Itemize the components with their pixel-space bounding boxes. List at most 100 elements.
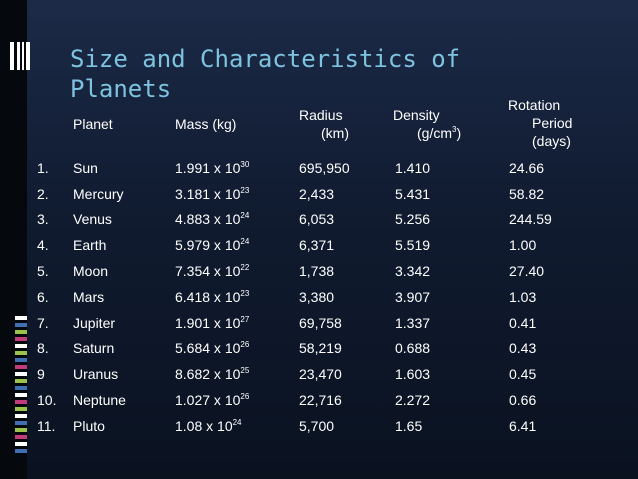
planet-name: Mars bbox=[73, 288, 105, 305]
mass-exponent: 30 bbox=[240, 159, 250, 169]
mass-base: 1.901 x 10 bbox=[175, 314, 241, 331]
mass-base: 5.684 x 10 bbox=[175, 340, 241, 357]
row-number: 11. bbox=[37, 417, 56, 434]
density-value: 0.688 bbox=[395, 340, 431, 357]
density-value: 3.342 bbox=[395, 263, 431, 280]
density-value: 3.907 bbox=[395, 288, 431, 305]
radius-value: 58,219 bbox=[299, 340, 342, 357]
density-value: 1.337 bbox=[395, 314, 431, 331]
header-radius-line1: Radius bbox=[299, 107, 343, 123]
rotation-value: 0.41 bbox=[509, 314, 537, 331]
table-row: 6. Mars 6.418 x 1023 3,380 3.907 1.03 bbox=[37, 284, 589, 310]
radius-value: 6,371 bbox=[299, 237, 335, 254]
rotation-value: 244.59 bbox=[509, 211, 552, 228]
mass-exponent: 26 bbox=[240, 392, 250, 402]
table-row: 10. Neptune 1.027 x 1026 22,716 2.272 0.66 bbox=[37, 387, 589, 413]
density-value: 5.519 bbox=[395, 237, 431, 254]
planet-name: Saturn bbox=[73, 340, 115, 357]
mass-base: 8.682 x 10 bbox=[175, 366, 241, 383]
row-number: 2. bbox=[37, 185, 49, 202]
mass-value: 1.991 x 1030 bbox=[175, 155, 299, 181]
mass-value: 7.354 x 1022 bbox=[175, 258, 299, 284]
radius-value: 3,380 bbox=[299, 288, 335, 305]
planet-name: Neptune bbox=[73, 392, 126, 409]
table-row: 7. Jupiter 1.901 x 1027 69,758 1.337 0.41 bbox=[37, 310, 589, 336]
planet-name: Moon bbox=[73, 263, 109, 280]
rail-color-marks bbox=[15, 316, 27, 456]
header-density-line2: (g/cm3) bbox=[417, 125, 462, 141]
mass-value: 5.979 x 1024 bbox=[175, 232, 299, 258]
header-rotation-line3: (days) bbox=[532, 133, 571, 149]
mass-exponent: 23 bbox=[240, 185, 250, 195]
mass-base: 4.883 x 10 bbox=[175, 211, 241, 228]
row-number: 10. bbox=[37, 392, 57, 409]
rotation-value: 1.00 bbox=[509, 237, 537, 254]
header-rotation-line2: Period bbox=[532, 115, 573, 131]
mass-base: 1.991 x 10 bbox=[175, 159, 241, 176]
header-density-line1: Density bbox=[393, 107, 440, 123]
mass-base: 1.027 x 10 bbox=[175, 392, 241, 409]
header-mass: Mass (kg) bbox=[175, 116, 237, 132]
mass-exponent: 26 bbox=[240, 340, 250, 350]
row-number: 3. bbox=[37, 211, 49, 228]
table-row: 5. Moon 7.354 x 1022 1,738 3.342 27.40 bbox=[37, 258, 589, 284]
planet-name: Mercury bbox=[73, 185, 124, 202]
rotation-value: 6.41 bbox=[509, 417, 537, 434]
radius-value: 22,716 bbox=[299, 392, 342, 409]
mass-base: 3.181 x 10 bbox=[175, 185, 241, 202]
header-radius-line2: (km) bbox=[321, 125, 349, 141]
rotation-value: 0.43 bbox=[509, 340, 537, 357]
mass-exponent: 24 bbox=[232, 417, 242, 427]
mass-base: 7.354 x 10 bbox=[175, 263, 241, 280]
density-value: 1.65 bbox=[395, 417, 423, 434]
rotation-value: 0.66 bbox=[509, 392, 537, 409]
radius-value: 5,700 bbox=[299, 417, 335, 434]
table-row: 3. Venus 4.883 x 1024 6,053 5.256 244.59 bbox=[37, 207, 589, 233]
header-planet: Planet bbox=[73, 116, 113, 132]
radius-value: 23,470 bbox=[299, 366, 342, 383]
mass-value: 4.883 x 1024 bbox=[175, 207, 299, 233]
table-row: 1. Sun 1.991 x 1030 695,950 1.410 24.66 bbox=[37, 155, 589, 181]
header-radius: Radius (km) bbox=[299, 106, 349, 142]
rotation-value: 24.66 bbox=[509, 159, 545, 176]
density-value: 1.603 bbox=[395, 366, 431, 383]
mass-base: 1.08 x 10 bbox=[175, 417, 233, 434]
planet-name: Earth bbox=[73, 237, 107, 254]
mass-value: 1.901 x 1027 bbox=[175, 310, 299, 336]
radius-value: 2,433 bbox=[299, 185, 335, 202]
mass-exponent: 25 bbox=[240, 366, 250, 376]
mass-exponent: 27 bbox=[240, 314, 250, 324]
radius-value: 1,738 bbox=[299, 263, 335, 280]
density-value: 5.431 bbox=[395, 185, 431, 202]
rotation-value: 1.03 bbox=[509, 288, 537, 305]
rotation-value: 27.40 bbox=[509, 263, 545, 280]
mass-value: 3.181 x 1023 bbox=[175, 181, 299, 207]
planets-table: 1. Sun 1.991 x 1030 695,950 1.410 24.66 2. Merc… bbox=[37, 155, 589, 439]
row-number: 1. bbox=[37, 159, 49, 176]
radius-value: 6,053 bbox=[299, 211, 335, 228]
planet-name: Jupiter bbox=[73, 314, 116, 331]
rotation-value: 0.45 bbox=[509, 366, 537, 383]
planet-name: Sun bbox=[73, 159, 98, 176]
mass-value: 8.682 x 1025 bbox=[175, 361, 299, 387]
radius-value: 69,758 bbox=[299, 314, 342, 331]
density-value: 1.410 bbox=[395, 159, 431, 176]
row-number: 9 bbox=[37, 366, 45, 383]
density-value: 2.272 bbox=[395, 392, 431, 409]
mass-exponent: 24 bbox=[240, 237, 250, 247]
row-number: 6. bbox=[37, 288, 49, 305]
row-number: 7. bbox=[37, 314, 49, 331]
mass-value: 1.027 x 1026 bbox=[175, 387, 299, 413]
mass-value: 5.684 x 1026 bbox=[175, 336, 299, 362]
row-number: 4. bbox=[37, 237, 49, 254]
row-number: 8. bbox=[37, 340, 49, 357]
rotation-value: 58.82 bbox=[509, 185, 545, 202]
table-row: 8. Saturn 5.684 x 1026 58,219 0.688 0.43 bbox=[37, 336, 589, 362]
header-density: Density (g/cm3) bbox=[393, 106, 461, 142]
mass-value: 1.08 x 1024 bbox=[175, 413, 299, 439]
radius-value: 695,950 bbox=[299, 159, 350, 176]
planet-name: Pluto bbox=[73, 417, 105, 434]
header-rotation: Rotation Period (days) bbox=[508, 96, 572, 150]
title-decoration-bars bbox=[10, 42, 32, 70]
